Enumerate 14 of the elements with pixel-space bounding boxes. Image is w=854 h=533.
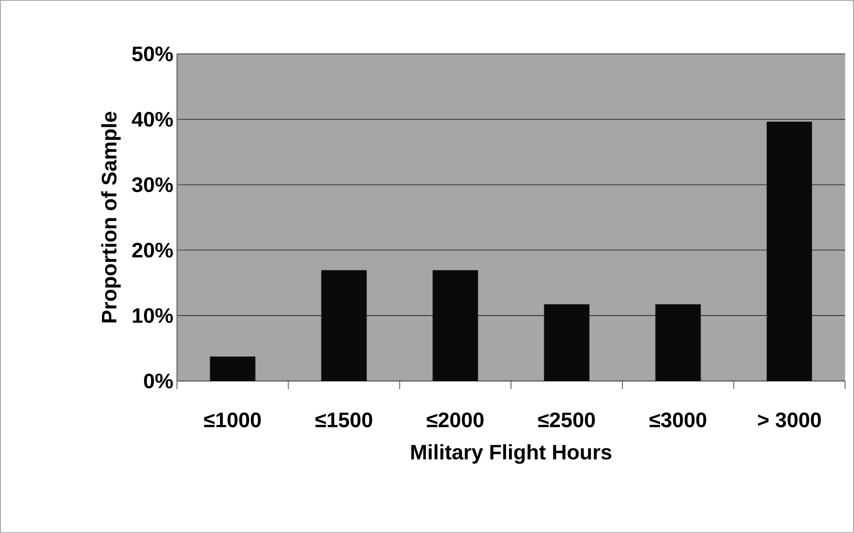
x-axis-title: Military Flight Hours [411,444,612,464]
x-tick-label: ≤2500 [538,412,595,428]
x-tick-label: ≤2000 [426,412,484,428]
y-tick-label: 40% [132,112,173,127]
x-tick-label: ≤1000 [204,412,261,428]
y-axis-title: Proportion of Sample [101,112,121,322]
y-tick-label: 30% [132,177,173,192]
y-tick-label: 50% [132,46,173,62]
x-tick-label: ≤1500 [315,412,372,428]
x-tick-label: > 3000 [758,412,821,428]
y-tick-label: 10% [132,308,173,324]
x-tick-label: ≤3000 [650,412,706,428]
y-tick-label: 0% [144,374,173,388]
y-tick-label: 20% [132,242,173,258]
